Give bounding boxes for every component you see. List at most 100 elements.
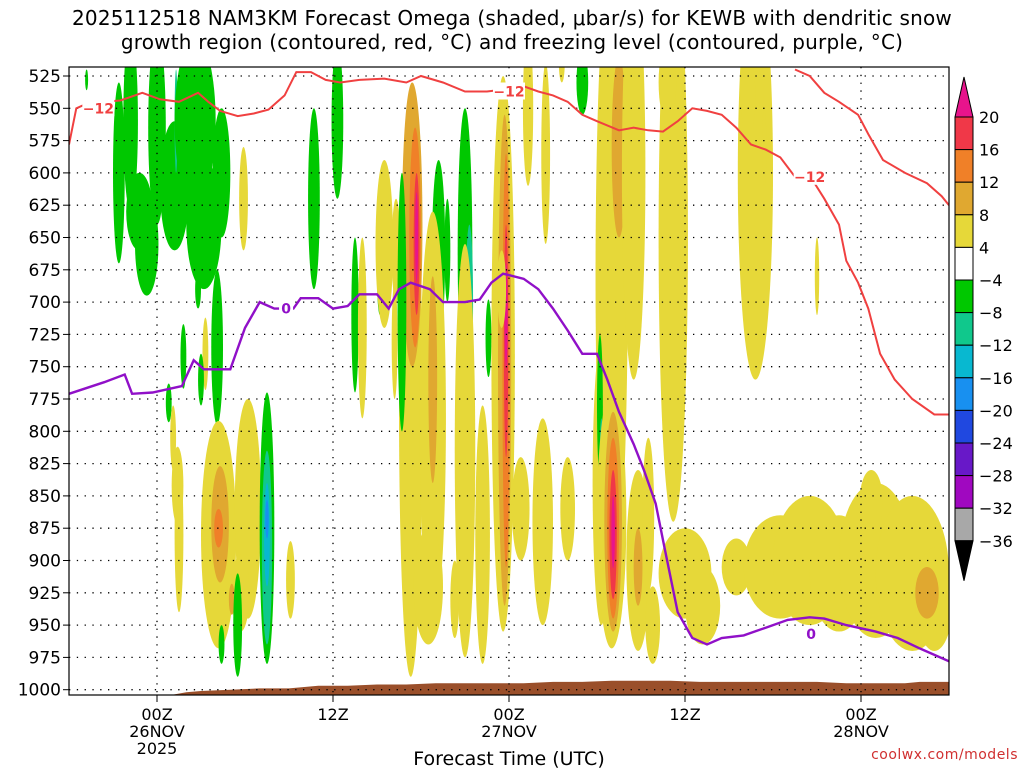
colorbar-level-12: −32: [979, 499, 1013, 518]
colorbar-band-1: [954, 149, 974, 183]
x-tick-label-3: 12Z: [669, 705, 700, 724]
omega-cell-16: [211, 269, 223, 425]
dgz-label-bg-0: [82, 99, 115, 117]
omega-cell-15: [198, 353, 204, 406]
omega-cell-51: [428, 276, 438, 483]
credit-text: coolwx.com/models: [871, 747, 1018, 763]
colorbar-level-6: −8: [979, 304, 1003, 323]
omega-cell-48: [397, 172, 407, 432]
freezing-label-2: 0: [806, 627, 816, 643]
omega-cell-88: [658, 67, 688, 522]
omega-cell-34: [170, 405, 177, 471]
y-tick-label-525: 525: [29, 67, 61, 87]
y-tick-label-900: 900: [29, 552, 61, 572]
colorbar-level-1: 16: [979, 141, 999, 160]
y-tick-label-675: 675: [29, 261, 61, 281]
colorbar-level-9: −20: [979, 401, 1013, 420]
omega-cell-52: [413, 528, 444, 645]
omega-cell-69: [511, 457, 530, 561]
omega-cell-18: [165, 383, 172, 423]
y-tick-label-725: 725: [29, 325, 61, 345]
colorbar-level-8: −16: [979, 369, 1013, 388]
y-tick-label-925: 925: [29, 584, 61, 604]
colorbar-band-8: [954, 377, 974, 411]
y-tick-label-800: 800: [29, 422, 61, 442]
omega-cell-70: [532, 418, 553, 626]
omega-cell-13: [195, 269, 201, 309]
colorbar-level-3: 8: [979, 206, 989, 225]
colorbar: 20 16 12 8 4 −4 −8 −12 −16 −20 −24 −28 −32 −36: [954, 76, 1013, 581]
omega-cell-42: [391, 282, 398, 399]
omega-cell-29: [265, 499, 269, 539]
y-tick-label-775: 775: [29, 390, 61, 410]
omega-cell-7: [126, 172, 153, 251]
omega-cell-92: [762, 108, 767, 186]
colorbar-band-11: [954, 475, 974, 509]
omega-cell-40: [375, 159, 394, 328]
y-tick-label-825: 825: [29, 455, 61, 475]
colorbar-band-2: [954, 181, 974, 216]
y-tick-label-700: 700: [29, 293, 61, 313]
colorbar-bottom-arrow: [954, 540, 974, 581]
colorbar-level-13: −36: [979, 532, 1013, 551]
omega-cell-32: [218, 625, 225, 664]
omega-cell-47: [415, 192, 419, 283]
omega-cell-0: [85, 69, 89, 91]
colorbar-band-3: [954, 214, 974, 248]
x-tick-label-4: 00Z: [845, 705, 876, 724]
x-tick-date-2: 27NOV: [481, 722, 537, 741]
y-tick-label-1000: 1000: [18, 681, 61, 701]
dgz-label-0: −12: [83, 101, 114, 117]
x-tick-label-2: 00Z: [493, 705, 524, 724]
colorbar-band-10: [954, 442, 974, 477]
omega-cell-10: [186, 159, 222, 290]
dgz-label-bg-1: [493, 82, 525, 100]
omega-cell-30: [286, 541, 295, 619]
colorbar-band-5: [954, 279, 974, 314]
omega-cell-37: [351, 237, 359, 393]
y-tick-label-575: 575: [29, 132, 61, 152]
omega-cell-12: [239, 147, 248, 251]
omega-cell-91: [740, 67, 756, 135]
dgz-minus12-contour-upper: [794, 68, 949, 206]
colorbar-level-0: 20: [979, 108, 999, 127]
omega-cell-11: [212, 108, 231, 238]
omega-cell-72: [558, 67, 565, 83]
omega-cell-1: [113, 82, 125, 264]
omega-cell-23: [214, 508, 224, 548]
chart-title: 2025112518 NAM3KM Forecast Omega (shaded…: [0, 6, 1024, 54]
x-tick-date-0: 26NOV: [129, 722, 185, 741]
freezing-level-contour: [69, 272, 949, 663]
contour-labels: −12 −12 −12 0 0: [82, 82, 826, 643]
y-tick-label-975: 975: [29, 648, 61, 668]
omega-cell-65: [497, 250, 507, 328]
terrain-area: [69, 680, 949, 695]
colorbar-top-arrow: [954, 76, 974, 118]
chart-title-line-2: growth region (contoured, red, °C) and f…: [120, 30, 904, 54]
omega-cell-58: [454, 243, 476, 658]
colorbar-level-5: −4: [979, 271, 1003, 290]
omega-cell-77: [621, 67, 646, 380]
omega-cell-68: [541, 67, 551, 244]
colorbar-level-4: 4: [979, 238, 989, 257]
x-tick-year-0: 2025: [137, 739, 178, 758]
omega-cell-90: [737, 67, 773, 380]
x-tick-label-0: 00Z: [141, 705, 172, 724]
dgz-label-2: −12: [794, 170, 825, 186]
dgz-label-1: −12: [493, 85, 524, 101]
y-tick-label-750: 750: [29, 358, 61, 378]
omega-cell-33: [174, 457, 184, 613]
dgz-minus12-contour: [69, 71, 949, 416]
colorbar-band-7: [954, 344, 974, 379]
omega-cell-36: [331, 67, 344, 199]
omega-cell-35: [308, 108, 320, 290]
y-tick-label-600: 600: [29, 164, 61, 184]
y-tick-label-875: 875: [29, 519, 61, 539]
y-tick-label-650: 650: [29, 229, 61, 249]
omega-cell-25: [228, 583, 235, 615]
omega-cell-84: [611, 495, 615, 569]
omega-cell-14: [202, 317, 209, 390]
omega-cell-73: [576, 67, 589, 115]
